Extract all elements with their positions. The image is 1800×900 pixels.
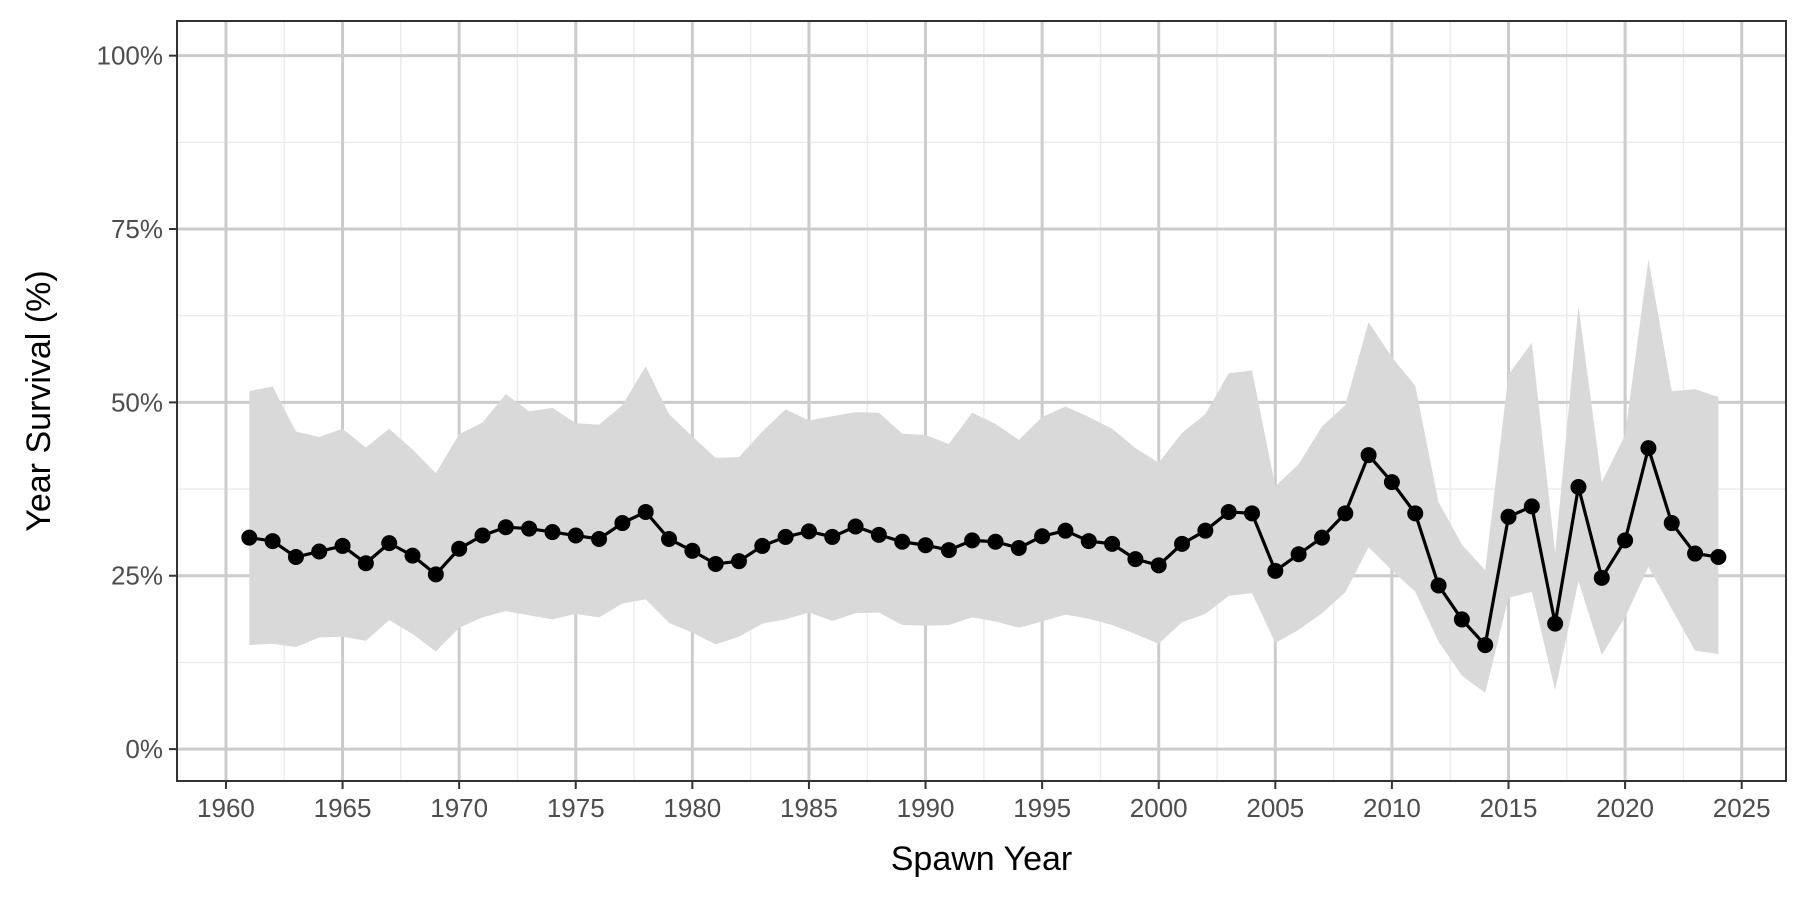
data-point bbox=[614, 515, 631, 532]
data-point bbox=[241, 529, 258, 546]
data-point bbox=[1243, 505, 1260, 522]
data-point bbox=[1663, 515, 1680, 532]
data-point bbox=[1267, 562, 1284, 579]
data-point bbox=[1383, 474, 1400, 491]
data-point bbox=[381, 535, 398, 552]
data-point bbox=[1477, 637, 1494, 654]
data-point bbox=[1593, 569, 1610, 586]
data-point bbox=[1150, 557, 1167, 574]
data-point bbox=[707, 555, 724, 572]
data-point bbox=[567, 527, 584, 544]
data-point bbox=[1547, 615, 1564, 632]
data-point bbox=[1407, 505, 1424, 522]
data-point bbox=[824, 528, 841, 545]
data-point bbox=[684, 542, 701, 559]
x-tick-label: 1985 bbox=[780, 793, 838, 823]
x-tick-label: 1995 bbox=[1013, 793, 1071, 823]
x-tick-label: 2000 bbox=[1130, 793, 1188, 823]
data-point bbox=[777, 528, 794, 545]
data-point bbox=[1010, 540, 1027, 557]
data-point bbox=[451, 540, 468, 557]
data-point bbox=[1570, 478, 1587, 495]
data-point bbox=[870, 526, 887, 543]
data-point bbox=[1523, 498, 1540, 515]
data-point bbox=[544, 524, 561, 541]
data-point bbox=[847, 518, 864, 535]
x-tick-label: 2015 bbox=[1480, 793, 1538, 823]
data-point bbox=[591, 530, 608, 547]
data-point bbox=[1104, 535, 1121, 552]
data-point bbox=[1337, 505, 1354, 522]
data-point bbox=[427, 566, 444, 583]
data-point bbox=[1640, 440, 1657, 457]
data-point bbox=[940, 542, 957, 559]
data-point bbox=[1290, 546, 1307, 563]
data-point bbox=[1057, 522, 1074, 539]
panel-border bbox=[176, 20, 1787, 782]
y-tick-label: 0% bbox=[125, 734, 163, 764]
x-tick-label: 1990 bbox=[897, 793, 955, 823]
data-point bbox=[474, 527, 491, 544]
data-point bbox=[1313, 529, 1330, 546]
data-point bbox=[964, 532, 981, 549]
data-point bbox=[800, 523, 817, 540]
y-tick-label: 100% bbox=[97, 41, 164, 71]
confidence-ribbon bbox=[249, 259, 1719, 693]
data-point bbox=[1127, 551, 1144, 568]
data-point bbox=[311, 543, 328, 560]
data-point bbox=[404, 547, 421, 564]
y-tick-label: 75% bbox=[111, 214, 163, 244]
data-point bbox=[287, 549, 304, 566]
x-tick-label: 1975 bbox=[547, 793, 605, 823]
data-point bbox=[637, 503, 654, 520]
y-tick-label: 25% bbox=[111, 561, 163, 591]
x-tick-label: 2010 bbox=[1363, 793, 1421, 823]
data-point bbox=[1453, 611, 1470, 628]
data-point bbox=[1360, 447, 1377, 464]
x-tick-label: 2025 bbox=[1713, 793, 1771, 823]
data-point bbox=[521, 520, 538, 537]
x-tick-label: 1960 bbox=[197, 793, 255, 823]
data-point bbox=[1080, 533, 1097, 550]
x-tick-label: 1970 bbox=[430, 793, 488, 823]
data-point bbox=[987, 533, 1004, 550]
data-point bbox=[497, 519, 514, 536]
data-point bbox=[754, 537, 771, 554]
x-tick-label: 2005 bbox=[1246, 793, 1304, 823]
data-point bbox=[1500, 508, 1517, 525]
data-point bbox=[1034, 528, 1051, 545]
data-point bbox=[1430, 577, 1447, 594]
x-tick-label: 2020 bbox=[1596, 793, 1654, 823]
y-tick-label: 50% bbox=[111, 387, 163, 417]
data-point bbox=[264, 533, 281, 550]
data-point bbox=[661, 530, 678, 547]
x-tick-label: 1980 bbox=[663, 793, 721, 823]
data-point bbox=[1220, 503, 1237, 520]
survival-points bbox=[241, 440, 1727, 654]
x-axis: 1960 1965 1970 1975 1980 1985 1990 1995 2000 2005… bbox=[197, 781, 1771, 823]
data-point bbox=[1710, 549, 1727, 566]
data-point bbox=[334, 537, 351, 554]
data-point bbox=[1617, 532, 1634, 549]
x-tick-label: 1965 bbox=[314, 793, 372, 823]
y-axis-title: Year Survival (%) bbox=[20, 270, 58, 531]
data-point bbox=[1174, 535, 1191, 552]
survival-line bbox=[249, 446, 1719, 647]
data-point bbox=[1687, 545, 1704, 562]
data-point bbox=[894, 533, 911, 550]
y-axis: 0% 25% 50% 75% 100% bbox=[97, 41, 177, 764]
data-point bbox=[357, 555, 374, 572]
x-axis-title: Spawn Year bbox=[891, 840, 1073, 878]
data-point bbox=[1197, 522, 1214, 539]
data-point bbox=[917, 537, 934, 554]
data-point bbox=[730, 553, 747, 570]
